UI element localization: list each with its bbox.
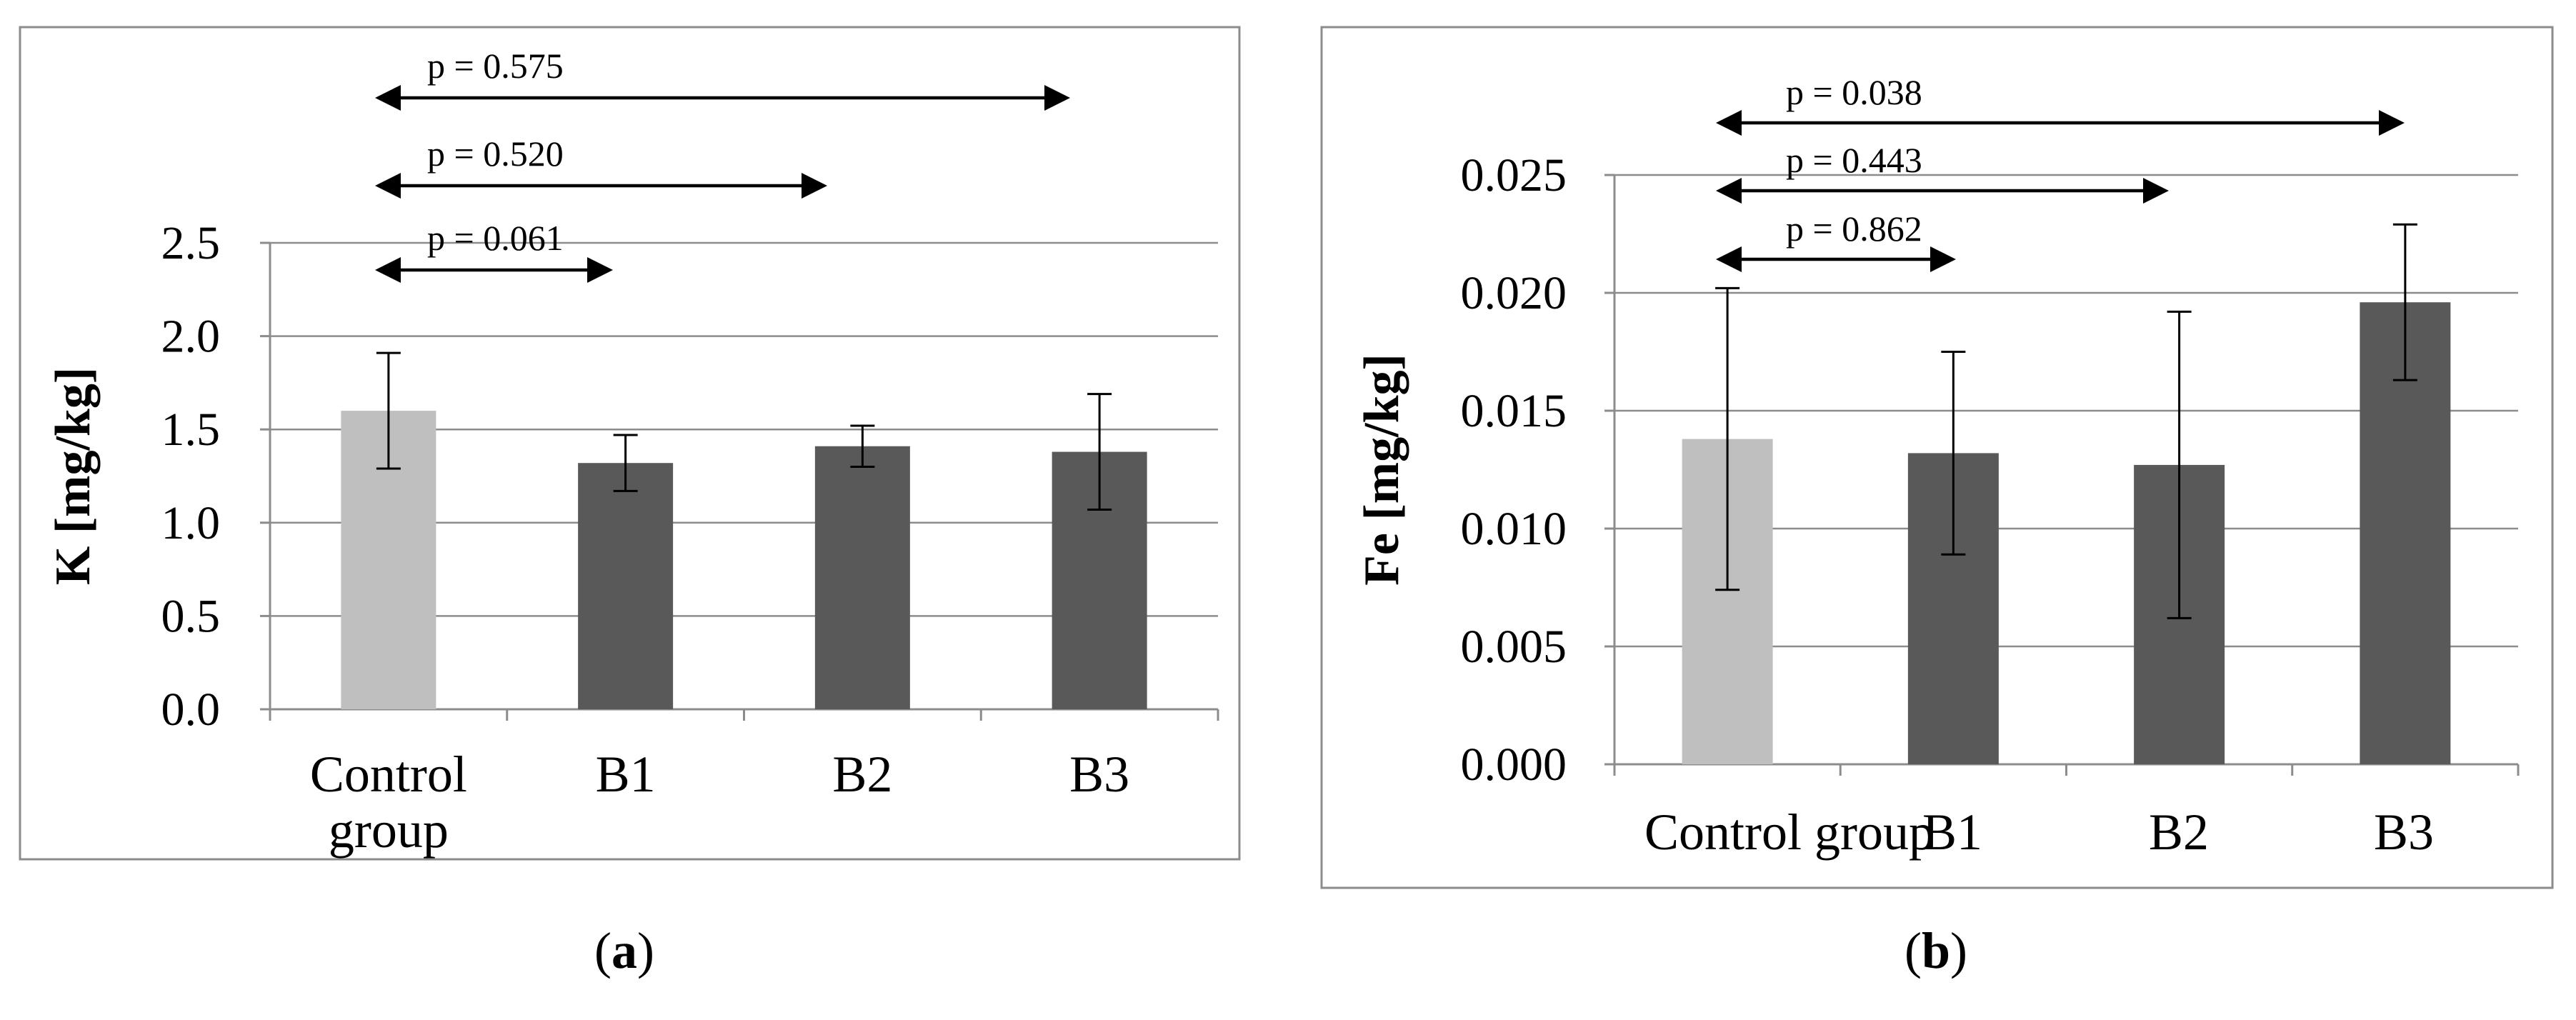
comparison-arrow: p = 0.520 [375, 134, 827, 199]
panel-label: (b) [1904, 922, 1967, 979]
error-bar [850, 424, 875, 468]
arrow-head-right [587, 257, 613, 283]
y-tick-label: 0.025 [1461, 149, 1567, 201]
y-axis-label: Fe [mg/kg] [1354, 354, 1409, 586]
y-tick-label: 0.020 [1461, 267, 1567, 319]
x-tick-label: B3 [1069, 746, 1129, 803]
arrow-head-right [802, 173, 827, 199]
p-value-label: p = 0.038 [1786, 72, 1922, 112]
error-bar [613, 434, 638, 492]
arrow-head-right [1044, 85, 1070, 111]
error-bar [2392, 223, 2417, 381]
y-tick-label: 2.0 [161, 311, 221, 363]
p-value-label: p = 0.862 [1786, 209, 1922, 249]
panel-frame [19, 26, 1241, 861]
y-tick-label: 2.5 [161, 217, 221, 269]
p-value-label: p = 0.061 [427, 218, 564, 258]
y-tick-label: 0.010 [1461, 503, 1567, 555]
bar-b2 [814, 446, 910, 709]
arrow-head-right [1930, 246, 1956, 272]
comparison-arrow: p = 0.862 [1716, 209, 1956, 272]
arrow-head-left [1716, 246, 1742, 272]
arrow-head-left [375, 257, 401, 283]
arrow-head-left [375, 173, 401, 199]
arrow-head-left [375, 85, 401, 111]
y-tick-label: 1.5 [161, 404, 221, 456]
bar-b1 [578, 463, 674, 709]
comparison-arrow: p = 0.038 [1716, 72, 2405, 136]
arrow-head-right [2379, 110, 2405, 136]
panel-b: 0.000 0.005 0.010 0.015 0.020 0.025 Fe [mg/kg]… [1320, 26, 2554, 889]
panel-label: (a) [594, 922, 654, 979]
x-tick-label: B1 [1922, 804, 1982, 861]
x-tick-label: Control [310, 746, 467, 803]
y-tick-label: 0.0 [161, 684, 221, 736]
y-tick-label: 1.0 [161, 497, 221, 549]
x-tick-label: group [329, 801, 449, 859]
p-value-label: p = 0.520 [427, 134, 564, 174]
x-tick-label: B2 [2149, 804, 2209, 861]
y-tick-label: 0.015 [1461, 385, 1567, 437]
error-bar [2167, 310, 2192, 619]
y-tick-label: 0.5 [161, 590, 221, 642]
p-value-label: p = 0.575 [427, 46, 564, 86]
x-tick-label: B2 [832, 746, 892, 803]
arrow-head-left [1716, 110, 1742, 136]
arrow-head-right [2143, 178, 2169, 204]
x-tick-label: Control group [1644, 804, 1935, 861]
x-tick-label: B3 [2374, 804, 2434, 861]
error-bar [1715, 286, 1740, 591]
y-tick-label: 0.005 [1461, 621, 1567, 673]
y-axis-label: K [mg/kg] [46, 367, 101, 585]
arrow-head-left [1716, 178, 1742, 204]
comparison-arrow: p = 0.061 [375, 218, 613, 283]
error-bar [1941, 351, 1966, 556]
y-tick-label: 0.000 [1461, 739, 1567, 791]
x-tick-label: B1 [596, 746, 656, 803]
comparison-arrow: p = 0.575 [375, 46, 1070, 111]
error-bar [1087, 393, 1112, 511]
p-value-label: p = 0.443 [1786, 140, 1922, 180]
error-bar [376, 351, 401, 470]
comparison-arrow: p = 0.443 [1716, 140, 2169, 204]
